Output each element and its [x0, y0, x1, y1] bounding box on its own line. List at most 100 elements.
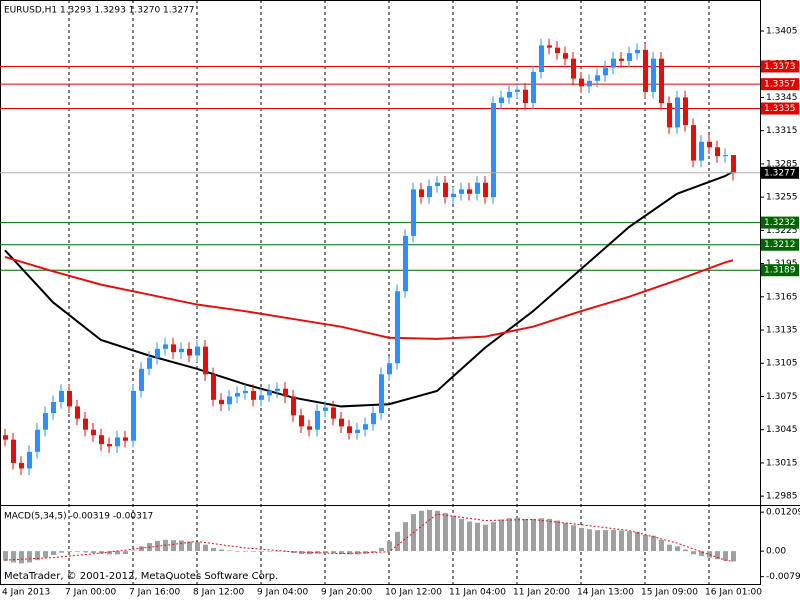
candle-body [123, 437, 128, 441]
candle-body [323, 407, 328, 411]
candle-body [67, 390, 72, 407]
macd-bar [531, 518, 536, 552]
macd-bar [19, 551, 24, 564]
macd-bar [699, 551, 704, 556]
macd-bar [507, 518, 512, 552]
candle-body [179, 348, 184, 353]
y-tick-label: 1.3405 [766, 27, 798, 37]
candle-body [195, 346, 200, 356]
y-tick-label: 1.3015 [766, 458, 798, 468]
y-tick-label: -0.00792 [766, 572, 800, 582]
candle-body [171, 344, 176, 353]
candle-body [371, 413, 376, 425]
y-tick-label: 1.3285 [766, 159, 798, 169]
moving-average [4, 170, 734, 408]
macd-bar [11, 551, 16, 563]
x-tick-label: 4 Jan 2013 [2, 588, 50, 598]
macd-bar [659, 539, 664, 552]
candle-body [131, 390, 136, 441]
candle-body [539, 45, 544, 72]
macd-bar [299, 551, 304, 555]
macd-bar [195, 542, 200, 552]
macd-bar [339, 551, 344, 555]
copyright: MetaTrader, © 2001-2012, MetaQuotes Soft… [4, 571, 278, 582]
candle-body [451, 193, 456, 198]
candle-body [507, 91, 512, 98]
candle-body [419, 189, 424, 198]
level-label-box [761, 238, 799, 251]
candle-body [611, 58, 616, 68]
macd-bar [595, 530, 600, 552]
macd-bar [259, 551, 264, 552]
candle-body [91, 429, 96, 436]
candle-body [339, 418, 344, 427]
x-tick-label: 14 Jan 13:00 [577, 588, 634, 598]
macd-bar [643, 535, 648, 552]
macd-bar [211, 547, 216, 552]
macd-bar [571, 525, 576, 552]
macd-bar [667, 544, 672, 552]
macd-bar [171, 540, 176, 552]
candle-body [635, 49, 640, 54]
candle-body [619, 58, 624, 61]
candle-body [99, 435, 104, 445]
macd-bar [611, 529, 616, 552]
macd-bar [691, 551, 696, 555]
macd-bar [499, 519, 504, 552]
level-label: 1.3373 [764, 62, 796, 72]
candle-body [715, 147, 720, 157]
macd-bar [579, 527, 584, 552]
x-tick-label: 8 Jan 12:00 [193, 588, 245, 598]
macd-bar [675, 546, 680, 552]
x-tick-label: 16 Jan 01:00 [705, 588, 762, 598]
level-label: 1.3232 [764, 218, 796, 228]
x-tick-label: 11 Jan 04:00 [449, 588, 506, 598]
candle-body [187, 348, 192, 356]
level-label-box [761, 102, 799, 115]
candle-body [707, 141, 712, 148]
candle-body [531, 71, 536, 103]
candle-body [467, 189, 472, 194]
macd-bar [347, 551, 352, 555]
macd-bar [459, 518, 464, 552]
candle-body [275, 388, 280, 391]
candle-body [75, 406, 80, 419]
y-tick-label: 1.3165 [766, 292, 798, 302]
macd-bar [387, 541, 392, 552]
macd-bar [43, 551, 48, 558]
candle-body [651, 58, 656, 92]
y-tick-label: 0.01209 [766, 508, 800, 518]
macd-bar [731, 551, 736, 562]
macd-bar [715, 551, 720, 560]
macd-bar [355, 551, 360, 555]
macd-bar [3, 551, 8, 561]
candle-body [139, 368, 144, 391]
macd-bar [547, 518, 552, 552]
candle-body [291, 396, 296, 416]
macd-bar [203, 544, 208, 552]
macd-bar [115, 551, 120, 555]
macd-bar [707, 551, 712, 558]
candle-body [675, 97, 680, 128]
level-label-box [761, 78, 799, 91]
x-tick-label: 9 Jan 20:00 [321, 588, 373, 598]
macd-bar [467, 521, 472, 552]
y-tick-label: 1.3255 [766, 193, 798, 203]
x-tick-label: 7 Jan 16:00 [129, 588, 181, 598]
candle-body [491, 102, 496, 198]
candle-body [347, 426, 352, 434]
candle-body [563, 53, 568, 59]
macd-bar [331, 551, 336, 554]
macd-bar [131, 550, 136, 552]
chart-title: EURUSD,H1 1.3293 1.3293 1.3270 1.3277 [4, 6, 195, 16]
macd-bar [515, 517, 520, 552]
macd-bar [443, 513, 448, 552]
y-tick-label: 1.3195 [766, 259, 798, 269]
candle-body [147, 357, 152, 369]
level-label-box [761, 264, 799, 277]
candle-body [155, 348, 160, 358]
candle-body [43, 413, 48, 430]
candle-body [11, 439, 16, 463]
moving-average [4, 255, 734, 340]
